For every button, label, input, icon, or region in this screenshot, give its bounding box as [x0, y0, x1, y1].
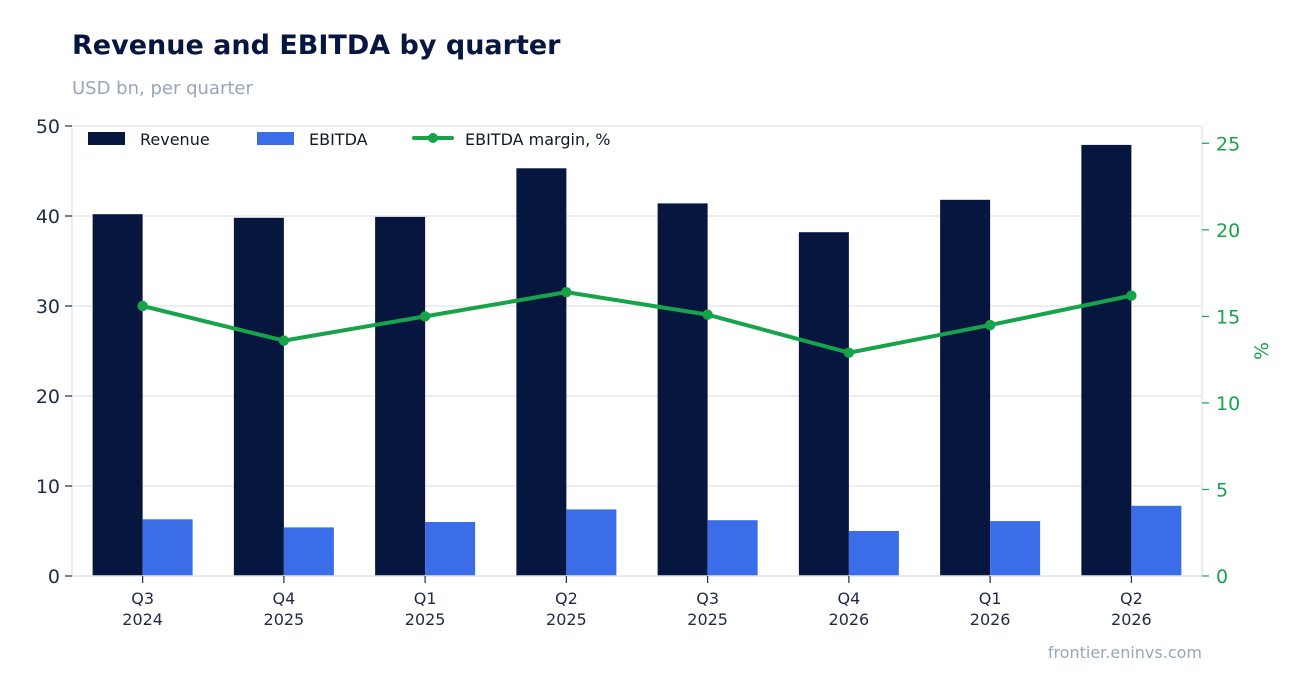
right-tick-label-3: 15 [1216, 306, 1240, 328]
ebitda-margin-point-5 [843, 347, 855, 358]
chart-subtitle: USD bn, per quarter [72, 78, 253, 99]
x-tick-label-quarter-2: Q1 [414, 589, 437, 608]
axes-group: 010203040500510152025Q32024Q42025Q12025Q… [36, 116, 1240, 629]
x-tick-label-quarter-1: Q4 [272, 589, 295, 608]
right-axis-label: % [1251, 342, 1273, 360]
right-tick-label-5: 25 [1216, 133, 1240, 155]
ebitda-margin-line [140, 290, 1134, 355]
x-tick-label-year-5: 2026 [829, 610, 870, 629]
left-tick-label-5: 50 [36, 116, 60, 138]
ebitda-margin-point-1 [278, 335, 290, 346]
legend-swatch-ebitda [257, 132, 294, 145]
revenue-bar-5 [798, 232, 849, 576]
revenue-bar-0 [92, 214, 143, 576]
right-tick-label-0: 0 [1216, 566, 1228, 588]
revenue-bar-4 [657, 203, 708, 576]
left-tick-label-2: 20 [36, 386, 60, 408]
left-tick-label-4: 40 [36, 206, 60, 228]
x-tick-label-year-3: 2025 [546, 610, 587, 629]
ebitda-bar-0 [142, 519, 193, 576]
ebitda-bar-3 [566, 509, 617, 576]
legend-swatch-margin-marker [428, 133, 438, 143]
revenue-bar-3 [516, 168, 567, 577]
x-tick-label-year-7: 2026 [1111, 610, 1152, 629]
x-tick-label-quarter-3: Q2 [555, 589, 578, 608]
right-tick-label-2: 10 [1216, 393, 1240, 415]
right-tick-label-4: 20 [1216, 220, 1240, 242]
legend: Revenue EBITDA EBITDA margin, % [88, 130, 610, 149]
left-tick-label-1: 10 [36, 476, 60, 498]
legend-label-ebitda: EBITDA [309, 130, 368, 149]
ebitda-bar-6 [990, 521, 1041, 576]
margin-line-group [137, 286, 1137, 358]
ebitda-margin-point-7 [1126, 290, 1137, 301]
x-tick-label-year-1: 2025 [264, 610, 305, 629]
revenue-bar-1 [233, 217, 284, 577]
ebitda-bar-7 [1131, 505, 1182, 576]
revenue-bar-7 [1081, 144, 1132, 576]
ebitda-bar-2 [425, 522, 476, 576]
ebitda-bar-5 [848, 531, 899, 576]
revenue-bar-6 [940, 199, 991, 577]
revenue-bar-2 [375, 216, 426, 576]
ebitda-margin-point-4 [702, 309, 713, 320]
ebitda-margin-point-6 [984, 319, 996, 331]
ebitda-margin-point-0 [137, 300, 148, 312]
x-tick-label-quarter-4: Q3 [696, 589, 719, 608]
left-tick-label-0: 0 [48, 566, 60, 588]
x-tick-label-year-6: 2026 [970, 610, 1011, 629]
x-tick-label-quarter-7: Q2 [1120, 589, 1143, 608]
ebitda-bar-4 [707, 520, 758, 576]
ebitda-margin-point-3 [561, 286, 572, 298]
legend-swatch-revenue [88, 132, 125, 145]
left-tick-label-3: 30 [36, 296, 60, 318]
x-tick-label-quarter-5: Q4 [837, 589, 860, 608]
ebitda-margin-point-2 [419, 311, 431, 322]
bars-group [92, 144, 1182, 577]
legend-label-revenue: Revenue [140, 130, 210, 149]
x-tick-label-quarter-6: Q1 [979, 589, 1002, 608]
right-tick-label-1: 5 [1216, 479, 1228, 501]
chart-title: Revenue and EBITDA by quarter [72, 30, 561, 61]
x-tick-label-year-0: 2024 [122, 610, 163, 629]
legend-label-margin: EBITDA margin, % [465, 130, 610, 149]
x-tick-label-year-2: 2025 [405, 610, 446, 629]
ebitda-bar-1 [283, 527, 334, 576]
x-tick-label-quarter-0: Q3 [131, 589, 154, 608]
source-label: frontier.eninvs.com [1048, 643, 1202, 662]
x-tick-label-year-4: 2025 [687, 610, 728, 629]
